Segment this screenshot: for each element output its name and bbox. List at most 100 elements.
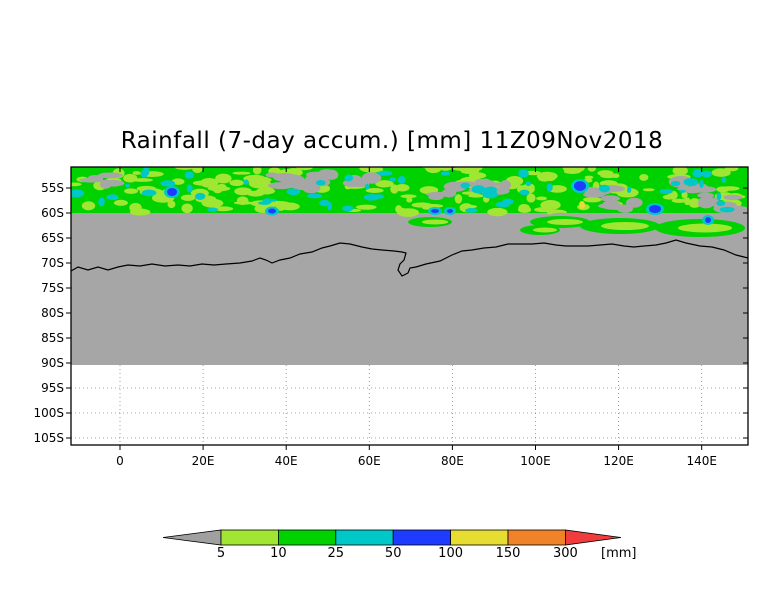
light-rain-patch — [129, 208, 151, 216]
light-rain-patch — [544, 173, 556, 182]
light-rain-patch — [192, 167, 203, 174]
light-rain-patch — [232, 171, 251, 175]
heavy-rain-patch — [471, 185, 486, 194]
heavy-rain-patch — [319, 199, 330, 207]
heavy-rain-patch — [377, 170, 393, 176]
light-rain-patch — [439, 167, 452, 171]
lat-tick-label: 95S — [41, 381, 64, 395]
light-rain-patch — [688, 198, 701, 208]
light-rain-patch — [400, 194, 417, 199]
lat-tick-label: 80S — [41, 306, 64, 320]
light-rain-patch — [716, 186, 730, 193]
lat-tick-label: 60S — [41, 206, 64, 220]
colorbar-over-triangle — [565, 529, 622, 546]
light-rain-patch — [678, 223, 732, 233]
heavy-rain-patch — [683, 178, 699, 187]
map-title: Rainfall (7-day accum.) [mm] 11Z09Nov201… — [120, 128, 664, 154]
heavy-rain-patch — [141, 189, 157, 197]
colorbar-label: 5 — [217, 546, 225, 561]
heavy-rain-patch — [716, 200, 726, 207]
heavy-rain-patch — [306, 193, 323, 199]
light-rain-patch — [642, 188, 655, 192]
heavy-rain-patch — [721, 176, 727, 183]
lon-tick-label: 20E — [192, 454, 215, 468]
light-rain-patch — [587, 167, 597, 172]
light-rain-patch — [394, 184, 410, 192]
light-rain-patch — [243, 174, 267, 183]
heavy-rain-patch — [465, 208, 478, 213]
light-rain-patch — [167, 200, 176, 209]
light-rain-patch — [584, 175, 594, 180]
light-rain-patch — [355, 204, 377, 210]
light-rain-patch — [469, 167, 483, 171]
heavy-rain-patch — [495, 201, 511, 208]
heavy-rain-patch — [670, 180, 681, 187]
light-rain-patch — [582, 196, 602, 203]
very-heavy-rain-core — [447, 209, 453, 213]
light-rain-patch — [359, 167, 383, 172]
map-frame — [70, 166, 749, 446]
latitude-axis: 55S 60S 65S 70S 75S 80S 85S 90S 95S 100S 105S — [33, 181, 748, 445]
heavy-rain-patch — [365, 183, 370, 190]
light-rain-patch — [597, 170, 614, 177]
light-rain-patch — [180, 194, 196, 201]
heavy-rain-patch — [598, 184, 610, 193]
light-rain-patch — [199, 178, 219, 188]
dry-gap — [697, 192, 715, 199]
heavy-rain-patch — [659, 188, 673, 195]
lat-tick-label: 65S — [41, 231, 64, 245]
light-rain-patch — [174, 167, 195, 170]
dry-gap — [499, 180, 511, 190]
colorbar-under-triangle — [162, 529, 222, 546]
lat-tick-label: 105S — [33, 431, 64, 445]
heavy-rain-patch — [140, 169, 148, 178]
heavy-rain-patch — [627, 186, 632, 193]
precipitation-field — [71, 167, 748, 237]
heavy-rain-patch — [344, 174, 354, 182]
heavy-rain-patch — [699, 179, 704, 188]
very-heavy-rain-core — [431, 209, 439, 213]
light-rain-patch — [601, 222, 649, 230]
dry-gap — [97, 172, 123, 179]
heavy-rain-patch — [484, 186, 498, 194]
light-rain-patch — [132, 171, 141, 175]
colorbar-label: 150 — [496, 546, 521, 561]
lon-tick-label: 60E — [358, 454, 381, 468]
light-rain-patch — [375, 180, 394, 188]
light-rain-patch — [215, 173, 232, 184]
colorbar-label: 50 — [385, 546, 402, 561]
light-rain-patch — [124, 188, 138, 194]
heavy-rain-patch — [701, 170, 712, 178]
lon-tick-label: 140E — [686, 454, 717, 468]
heavy-rain-patch — [546, 183, 553, 192]
colorbar-bin — [450, 529, 509, 546]
heavy-rain-patch — [342, 205, 354, 212]
heavy-rain-patch — [186, 184, 193, 193]
light-rain-patch — [454, 194, 463, 204]
light-rain-patch — [533, 227, 557, 233]
colorbar: 5 10 25 50 100 150 300 [mm] — [162, 529, 636, 561]
grid-lines — [71, 365, 748, 445]
heavy-rain-patch — [207, 207, 219, 212]
colorbar-bin — [335, 529, 394, 546]
light-rain-patch — [662, 194, 676, 200]
dry-gap — [626, 197, 643, 208]
lat-tick-label: 75S — [41, 281, 64, 295]
very-heavy-rain-core — [167, 188, 177, 196]
colorbar-label: 10 — [270, 546, 287, 561]
dry-gap — [355, 178, 367, 187]
lat-tick-label: 55S — [41, 181, 64, 195]
heavy-rain-patch — [195, 192, 206, 200]
dry-gap — [87, 174, 104, 183]
longitude-axis: 0 20E 40E 60E 80E 100E 120E 140E — [116, 167, 717, 468]
heavy-rain-patch — [679, 189, 686, 193]
light-rain-patch — [216, 183, 227, 190]
lat-tick-label: 100S — [33, 406, 64, 420]
light-rain-patch — [612, 173, 620, 178]
colorbar-bin — [507, 529, 566, 546]
colorbar-label: 100 — [438, 546, 463, 561]
colorbar-label: 25 — [328, 546, 345, 561]
light-rain-patch — [547, 219, 583, 225]
colorbar-label: 300 — [553, 546, 578, 561]
